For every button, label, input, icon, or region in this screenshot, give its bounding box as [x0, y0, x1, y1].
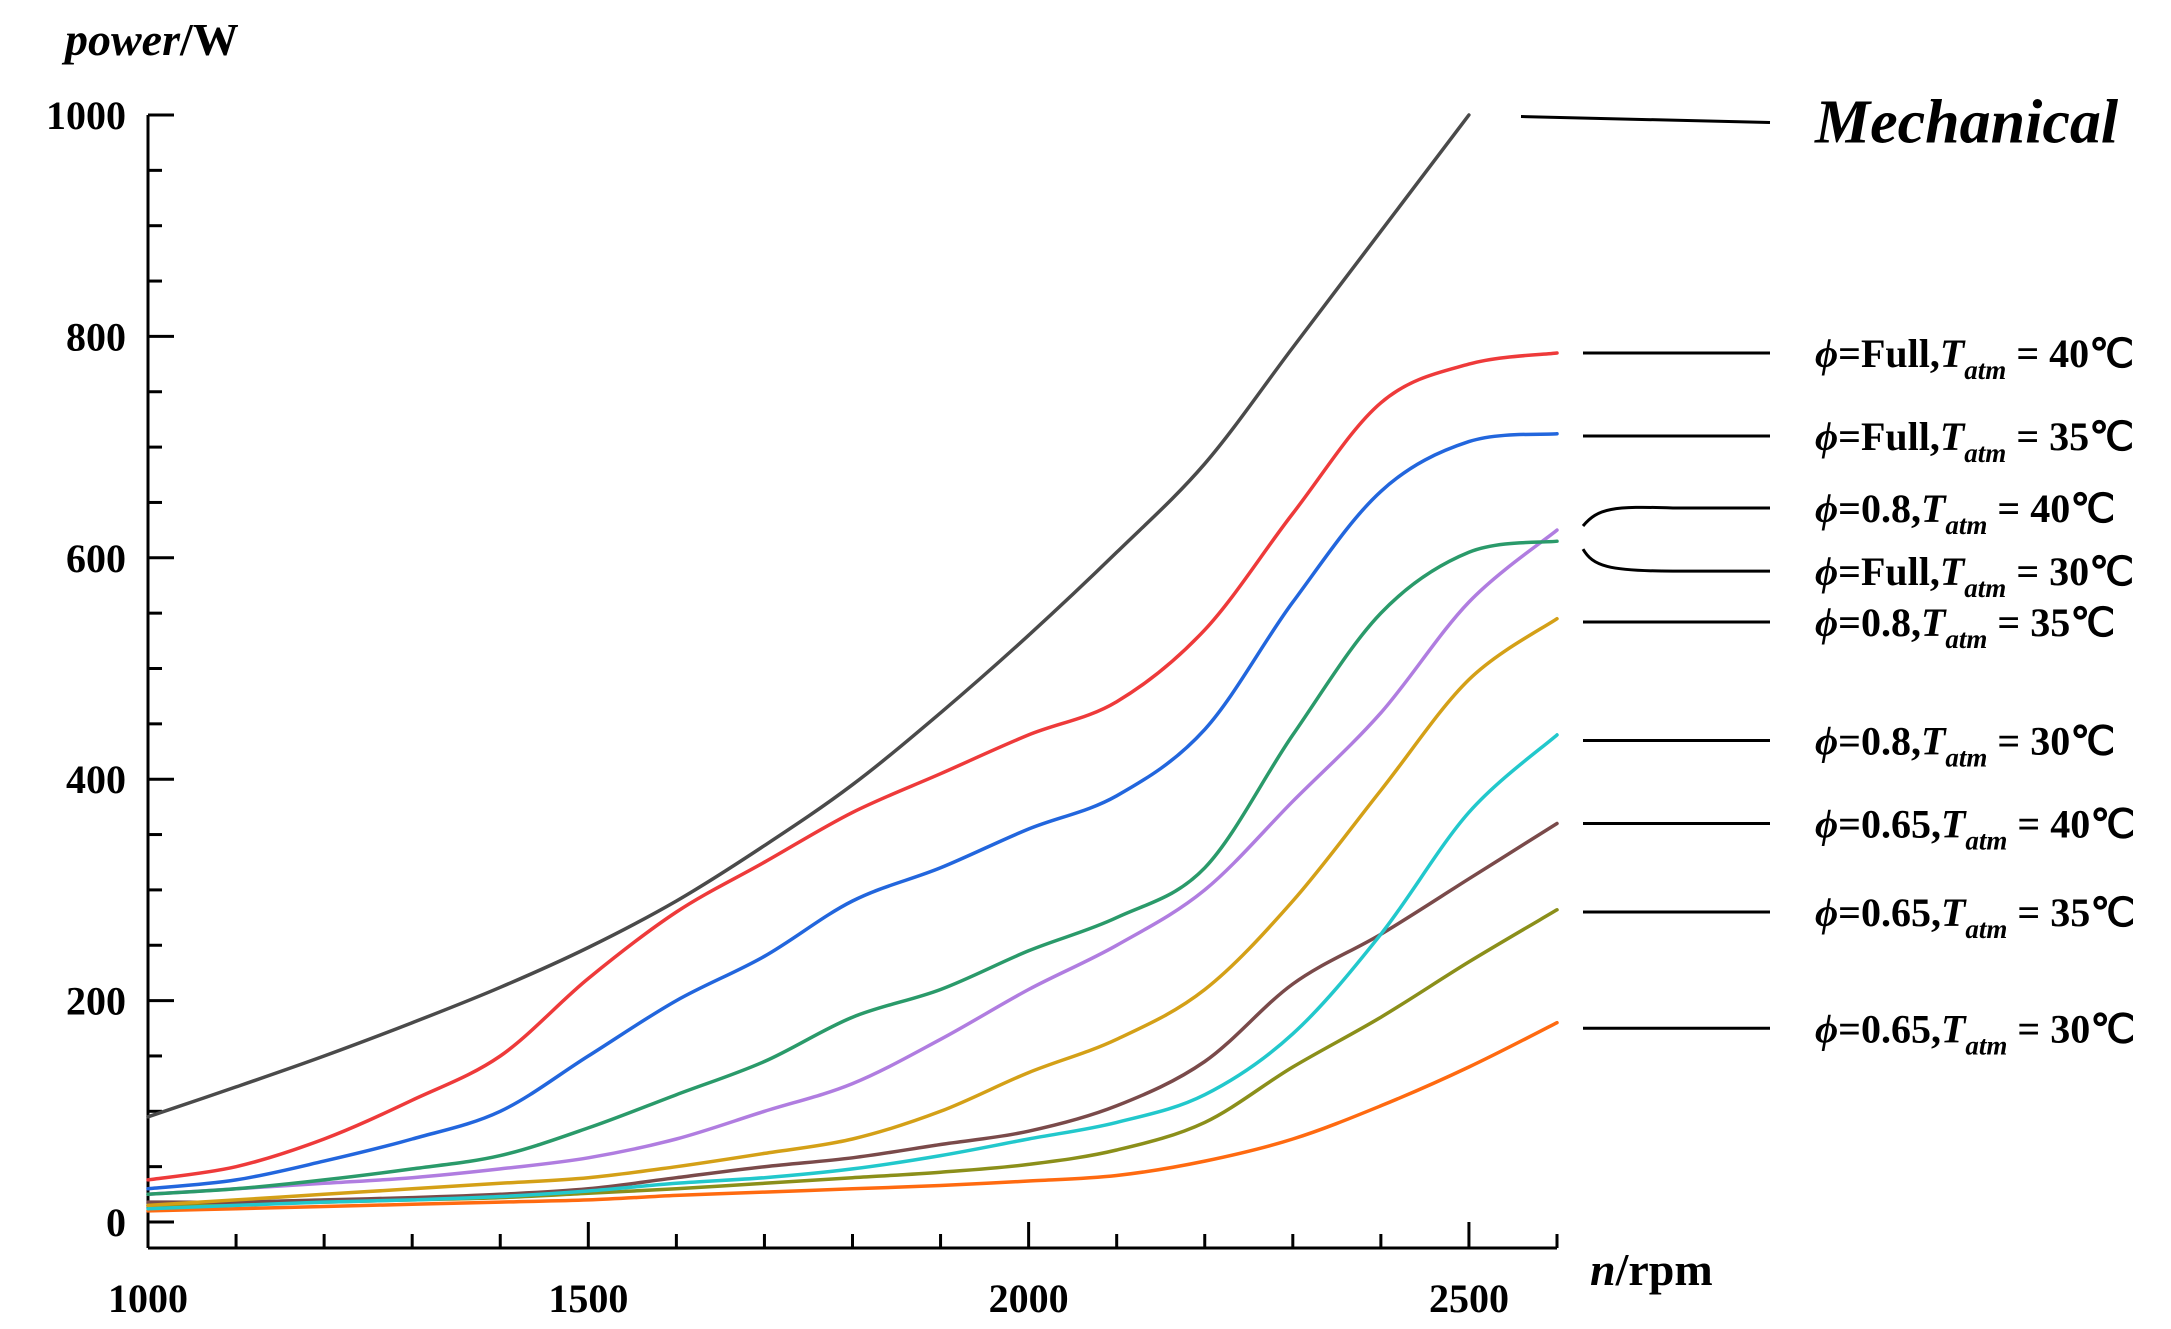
y-tick-label: 800	[66, 314, 126, 359]
x-axis-title-var: n	[1590, 1244, 1616, 1295]
legend-label-mechanical: Mechanical	[1814, 89, 2119, 157]
y-axis-title-unit: /W	[179, 14, 239, 65]
legend-label-phi-full-tatm-40c: ϕ=Full,Tatm = 40℃	[1815, 331, 2134, 385]
legend-leader-phi-0-8-tatm-40c	[1581, 505, 1770, 527]
axes: 0 200 400 600 800 1000 1000 1500 2000 2500	[46, 93, 1559, 1321]
legend-leader-mechanical	[1520, 115, 1771, 125]
series-line-mechanical	[146, 113, 1471, 1119]
y-tick-label: 400	[66, 757, 126, 802]
legend-label-phi-full-tatm-35c: ϕ=Full,Tatm = 35℃	[1815, 414, 2134, 468]
x-tick-label: 1500	[548, 1276, 628, 1321]
series-line-phi-0-8-tatm-35c	[146, 616, 1559, 1208]
series-line-phi-0-8-tatm-40c	[146, 528, 1559, 1197]
x-tick-label: 1000	[108, 1276, 188, 1321]
legend-label-phi-0-65-tatm-30c: ϕ=0.65,Tatm = 30℃	[1815, 1006, 2135, 1060]
x-tick-label: 2000	[989, 1276, 1069, 1321]
legend: Mechanical ϕ=Full,Tatm = 40℃ ϕ=Full,Tatm =…	[1520, 89, 2135, 1060]
y-tick-label: 200	[66, 979, 126, 1024]
series-line-phi-0-65-tatm-40c	[146, 821, 1559, 1204]
legend-label-phi-full-tatm-30c: ϕ=Full,Tatm = 30℃	[1815, 549, 2134, 603]
legend-label-phi-0-8-tatm-40c: ϕ=0.8,Tatm = 40℃	[1815, 486, 2115, 540]
y-tick-label: 600	[66, 536, 126, 581]
series-line-phi-full-tatm-30c	[146, 539, 1559, 1197]
y-tick-label: 1000	[46, 93, 126, 138]
x-axis-title: n/rpm	[1590, 1244, 1713, 1295]
legend-label-phi-0-8-tatm-35c: ϕ=0.8,Tatm = 35℃	[1815, 600, 2115, 654]
y-axis-title-var: power	[61, 14, 181, 65]
legend-leader-phi-full-tatm-30c	[1581, 548, 1770, 573]
y-tick-label: 0	[106, 1200, 126, 1245]
series-lines	[146, 113, 1559, 1213]
legend-label-phi-0-8-tatm-30c: ϕ=0.8,Tatm = 30℃	[1815, 718, 2115, 772]
y-axis-title: power/W	[61, 14, 239, 65]
series-line-phi-0-65-tatm-30c	[146, 1020, 1559, 1213]
x-tick-label: 2500	[1429, 1276, 1509, 1321]
series-line-phi-0-8-tatm-30c	[146, 733, 1559, 1211]
legend-label-phi-0-65-tatm-40c: ϕ=0.65,Tatm = 40℃	[1815, 801, 2135, 855]
x-axis-title-unit: /rpm	[1615, 1244, 1713, 1295]
series-line-phi-full-tatm-40c	[146, 351, 1559, 1182]
legend-label-phi-0-65-tatm-35c: ϕ=0.65,Tatm = 35℃	[1815, 890, 2135, 944]
series-line-phi-full-tatm-35c	[146, 432, 1559, 1191]
